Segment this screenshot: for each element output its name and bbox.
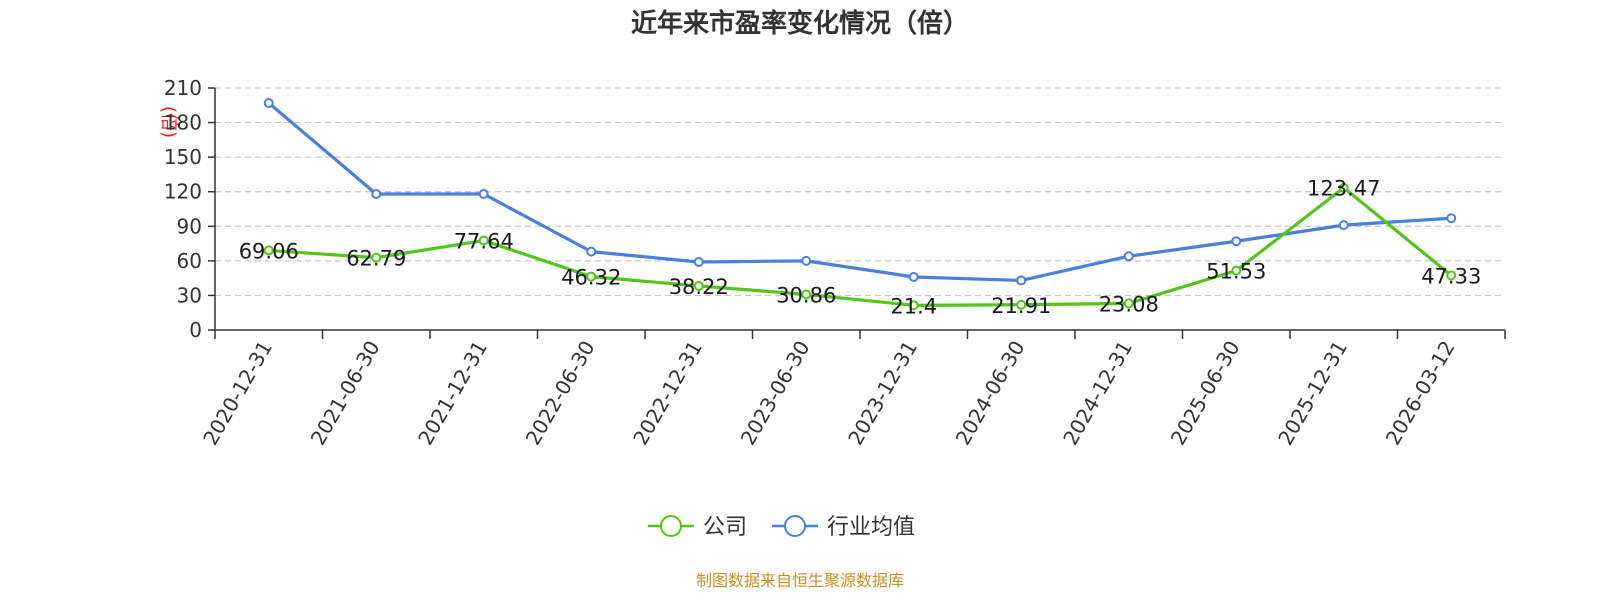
x-tick-label: 2023-12-31 bbox=[843, 337, 922, 450]
data-point bbox=[693, 257, 704, 268]
x-tick-label: 2024-06-30 bbox=[951, 337, 1030, 450]
legend-item-1[interactable]: 行业均值 bbox=[772, 515, 915, 540]
data-label: 123.47 bbox=[1307, 177, 1380, 201]
legend-label: 行业均值 bbox=[827, 515, 915, 540]
data-point bbox=[263, 245, 274, 256]
x-axis-ticks: 2020-12-31 2021-06-30 2021-12-31 2022-06-30… bbox=[198, 330, 1506, 450]
data-label: 23.08 bbox=[1099, 292, 1159, 316]
data-point bbox=[1123, 298, 1134, 309]
data-point bbox=[586, 271, 597, 282]
data-labels: 69.06 62.79 77.64 46.32 38.22 30.86 21.4 21.91 2… bbox=[239, 177, 1482, 319]
x-tick-label: 2020-12-31 bbox=[198, 337, 277, 450]
y-axis-ticks: 0 30 60 90 120 150 180 210 bbox=[164, 76, 215, 342]
data-label: 62.79 bbox=[346, 247, 406, 271]
data-label: 21.91 bbox=[991, 294, 1051, 318]
data-label: 47.33 bbox=[1421, 264, 1481, 288]
data-point bbox=[801, 255, 812, 266]
x-tick-label: 2025-06-30 bbox=[1166, 337, 1245, 450]
data-point bbox=[801, 289, 812, 300]
data-point bbox=[1446, 270, 1457, 281]
x-tick-label: 2024-12-31 bbox=[1058, 337, 1137, 450]
data-point bbox=[1231, 265, 1242, 276]
data-point bbox=[1446, 213, 1457, 224]
axes bbox=[214, 88, 1505, 331]
data-point bbox=[371, 189, 382, 200]
x-tick-label: 2021-12-31 bbox=[413, 337, 492, 450]
data-point bbox=[263, 97, 274, 108]
y-tick-label: 210 bbox=[164, 76, 202, 100]
source-note: 制图数据来自恒生聚源数据库 bbox=[696, 571, 904, 590]
data-point bbox=[1338, 220, 1349, 231]
legend[interactable]: 公司 行业均值 bbox=[648, 515, 915, 540]
data-point bbox=[1016, 275, 1027, 286]
chart-title: 近年来市盈率变化情况（倍） bbox=[631, 8, 969, 39]
data-point bbox=[1123, 251, 1134, 262]
data-label: 69.06 bbox=[239, 239, 299, 263]
y-tick-label: 90 bbox=[177, 214, 202, 238]
x-tick-label: 2022-12-31 bbox=[628, 337, 707, 450]
legend-marker bbox=[660, 515, 682, 537]
data-point bbox=[693, 280, 704, 291]
legend-label: 公司 bbox=[703, 515, 747, 540]
y-tick-label: 120 bbox=[164, 180, 202, 204]
grid-lines bbox=[215, 87, 1505, 297]
y-tick-label: 30 bbox=[177, 283, 202, 307]
legend-marker bbox=[784, 515, 806, 537]
data-point bbox=[371, 252, 382, 263]
data-point bbox=[478, 189, 489, 200]
data-point bbox=[908, 271, 919, 282]
x-tick-label: 2025-12-31 bbox=[1273, 337, 1352, 450]
data-point bbox=[908, 300, 919, 311]
x-tick-label: 2022-06-30 bbox=[521, 337, 600, 450]
data-label: 51.53 bbox=[1206, 260, 1266, 284]
legend-item-0[interactable]: 公司 bbox=[648, 515, 747, 540]
x-tick-label: 2026-03-12 bbox=[1381, 337, 1460, 450]
y-tick-label: 180 bbox=[164, 111, 202, 135]
data-point bbox=[586, 246, 597, 257]
data-label: 46.32 bbox=[561, 266, 621, 290]
data-point bbox=[1016, 299, 1027, 310]
data-point bbox=[478, 235, 489, 246]
series-line-0 bbox=[268, 186, 1453, 307]
series-layer bbox=[263, 97, 1457, 311]
data-label: 77.64 bbox=[454, 230, 514, 254]
data-point bbox=[1338, 182, 1349, 193]
y-axis-unit-label: (倍) bbox=[158, 106, 179, 138]
data-label: 30.86 bbox=[776, 283, 836, 307]
data-label: 38.22 bbox=[669, 275, 729, 299]
x-tick-label: 2021-06-30 bbox=[306, 337, 385, 450]
data-label: 21.4 bbox=[890, 294, 937, 318]
x-tick-label: 2023-06-30 bbox=[736, 337, 815, 450]
y-tick-label: 0 bbox=[189, 318, 202, 342]
series-line-1 bbox=[267, 101, 1452, 283]
y-tick-label: 60 bbox=[177, 249, 202, 273]
y-tick-label: 150 bbox=[164, 145, 202, 169]
data-point bbox=[1231, 236, 1242, 247]
